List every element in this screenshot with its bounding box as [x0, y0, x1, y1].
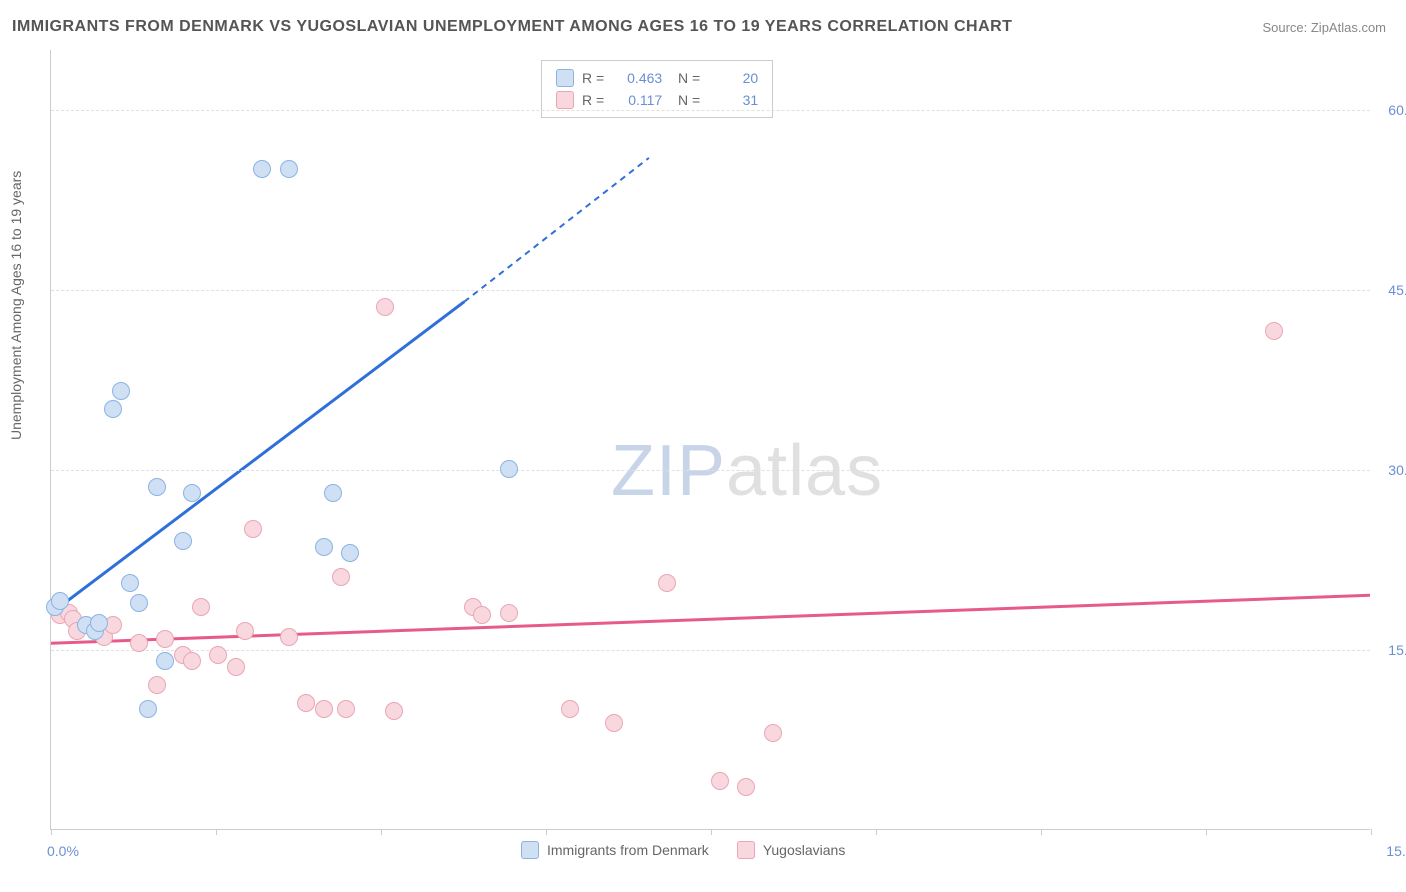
point-series2 — [244, 520, 262, 538]
stats-row-series1: R = 0.463 N = 20 — [556, 67, 758, 89]
watermark-part2: atlas — [726, 431, 883, 511]
point-series1 — [183, 484, 201, 502]
point-series1 — [90, 614, 108, 632]
y-tick-label: 45.0% — [1388, 282, 1406, 298]
point-series1 — [104, 400, 122, 418]
point-series2 — [183, 652, 201, 670]
bottom-legend: Immigrants from Denmark Yugoslavians — [521, 841, 845, 859]
point-series1 — [174, 532, 192, 550]
point-series2 — [315, 700, 333, 718]
chart-title: IMMIGRANTS FROM DENMARK VS YUGOSLAVIAN U… — [12, 18, 1012, 36]
point-series2 — [605, 714, 623, 732]
swatch-series2 — [556, 91, 574, 109]
legend-item-series1: Immigrants from Denmark — [521, 841, 709, 859]
legend-label-series1: Immigrants from Denmark — [547, 842, 709, 858]
point-series2 — [130, 634, 148, 652]
point-series2 — [148, 676, 166, 694]
y-axis-label: Unemployment Among Ages 16 to 19 years — [8, 171, 24, 440]
stat-r-label: R = — [582, 70, 604, 86]
stat-n-label: N = — [670, 70, 700, 86]
gridline-h — [51, 470, 1370, 471]
point-series1 — [156, 652, 174, 670]
point-series2 — [156, 630, 174, 648]
point-series1 — [121, 574, 139, 592]
point-series2 — [737, 778, 755, 796]
point-series1 — [500, 460, 518, 478]
point-series2 — [236, 622, 254, 640]
x-tick — [216, 829, 217, 835]
swatch-series1 — [556, 69, 574, 87]
x-tick — [1371, 829, 1372, 835]
point-series1 — [253, 160, 271, 178]
stats-row-series2: R = 0.117 N = 31 — [556, 89, 758, 111]
gridline-h — [51, 650, 1370, 651]
x-tick — [1206, 829, 1207, 835]
stat-r-value-1: 0.463 — [612, 70, 662, 86]
trendline — [51, 302, 464, 614]
point-series2 — [764, 724, 782, 742]
stat-r-label: R = — [582, 92, 604, 108]
gridline-h — [51, 290, 1370, 291]
x-tick-label: 0.0% — [47, 843, 79, 859]
point-series2 — [297, 694, 315, 712]
gridline-h — [51, 110, 1370, 111]
point-series1 — [51, 592, 69, 610]
point-series2 — [561, 700, 579, 718]
point-series2 — [376, 298, 394, 316]
y-tick-label: 30.0% — [1388, 462, 1406, 478]
point-series2 — [658, 574, 676, 592]
point-series1 — [139, 700, 157, 718]
point-series2 — [711, 772, 729, 790]
x-tick — [1041, 829, 1042, 835]
point-series1 — [315, 538, 333, 556]
chart-svg — [51, 50, 1370, 829]
point-series2 — [227, 658, 245, 676]
legend-swatch-series2 — [737, 841, 755, 859]
x-tick — [546, 829, 547, 835]
point-series1 — [324, 484, 342, 502]
x-tick-label: 15.0% — [1386, 843, 1406, 859]
point-series2 — [280, 628, 298, 646]
legend-swatch-series1 — [521, 841, 539, 859]
watermark: ZIPatlas — [611, 430, 883, 512]
watermark-part1: ZIP — [611, 431, 726, 511]
plot-area: ZIPatlas R = 0.463 N = 20 R = 0.117 N = … — [50, 50, 1370, 830]
point-series2 — [209, 646, 227, 664]
point-series1 — [341, 544, 359, 562]
stat-n-value-1: 20 — [708, 70, 758, 86]
point-series1 — [112, 382, 130, 400]
x-tick — [876, 829, 877, 835]
point-series2 — [473, 606, 491, 624]
stat-r-value-2: 0.117 — [612, 92, 662, 108]
legend-label-series2: Yugoslavians — [763, 842, 846, 858]
point-series2 — [192, 598, 210, 616]
x-tick — [711, 829, 712, 835]
source-label: Source: ZipAtlas.com — [1262, 20, 1386, 35]
x-tick — [51, 829, 52, 835]
point-series1 — [280, 160, 298, 178]
point-series2 — [332, 568, 350, 586]
trendline — [464, 158, 649, 302]
stat-n-value-2: 31 — [708, 92, 758, 108]
point-series2 — [500, 604, 518, 622]
point-series2 — [1265, 322, 1283, 340]
point-series2 — [337, 700, 355, 718]
point-series2 — [385, 702, 403, 720]
point-series1 — [130, 594, 148, 612]
x-tick — [381, 829, 382, 835]
y-tick-label: 15.0% — [1388, 642, 1406, 658]
stat-n-label: N = — [670, 92, 700, 108]
point-series1 — [148, 478, 166, 496]
legend-item-series2: Yugoslavians — [737, 841, 846, 859]
y-tick-label: 60.0% — [1388, 102, 1406, 118]
